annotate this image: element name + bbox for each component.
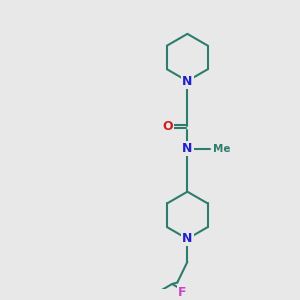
Text: Me: Me bbox=[213, 144, 231, 154]
Text: O: O bbox=[163, 120, 173, 133]
Text: F: F bbox=[178, 286, 186, 299]
Text: N: N bbox=[182, 74, 193, 88]
Text: N: N bbox=[182, 232, 193, 245]
Text: N: N bbox=[182, 142, 193, 155]
